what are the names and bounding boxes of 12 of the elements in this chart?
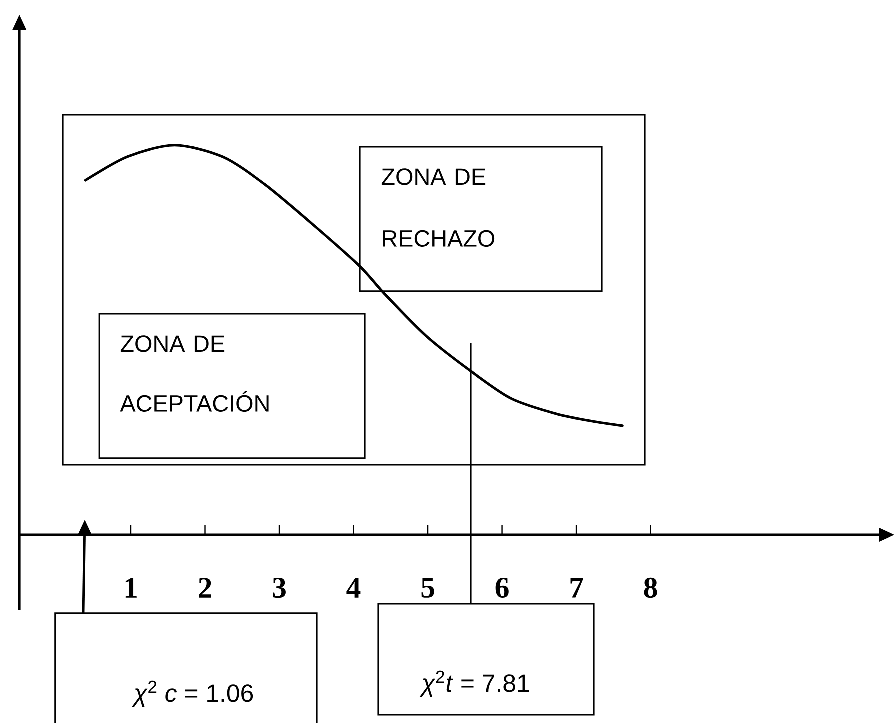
x-tick-label: 5 — [422, 578, 434, 598]
text: χ$^{2}$t = 7.81 — [420, 670, 530, 698]
x-tick-label: 2 — [199, 578, 212, 598]
text: ZONA DE RECHAZO — [382, 168, 495, 247]
x-tick-label: 4 — [346, 578, 361, 598]
text: χ$^{2}$ c = 1.06 — [132, 680, 254, 708]
x-tick-label: 8 — [644, 578, 658, 598]
text: ZONA DE ACEPTACIÓN — [120, 336, 269, 412]
x-tick-label: 6 — [496, 578, 509, 598]
x-tick-label: 3 — [273, 578, 286, 598]
x-tick-label: 1 — [126, 578, 137, 598]
x-tick-label: 7 — [570, 578, 584, 598]
